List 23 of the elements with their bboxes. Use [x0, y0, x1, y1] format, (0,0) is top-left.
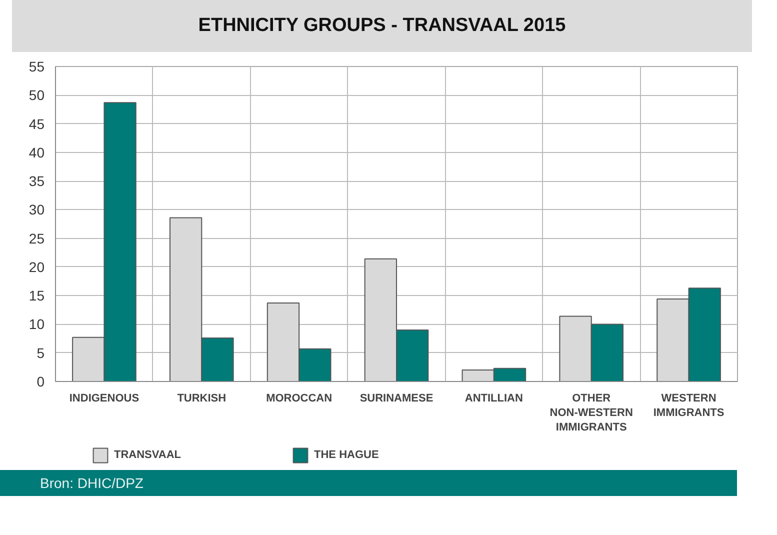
y-tick-label: 55 [28, 58, 45, 74]
y-tick-label: 15 [28, 288, 45, 304]
x-tick-label: SURINAMESE [360, 392, 434, 404]
x-tick-label: MOROCCAN [266, 392, 332, 404]
y-tick-label: 5 [36, 344, 45, 361]
y-tick-label: 35 [28, 173, 45, 190]
y-tick-label: 30 [28, 202, 45, 218]
x-tick-label: INDIGENOUS [69, 392, 140, 404]
x-tick-label: WESTERN IMMIGRANTS [653, 392, 724, 419]
chart-title: ETHNICITY GROUPS - TRANSVAAL 2015 [12, 0, 752, 52]
y-tick-label: 40 [28, 144, 45, 160]
y-tick-label: 45 [28, 116, 45, 132]
y-tick-label: 10 [28, 316, 45, 332]
legend-label: TRANSVAAL [114, 449, 182, 461]
y-tick-label: 20 [28, 258, 45, 275]
y-tick-label: 0 [36, 374, 45, 390]
x-tick-label: OTHER NON-WESTERN IMMIGRANTS [550, 392, 633, 434]
text: Bron: DHIC/DPZ [0, 470, 737, 496]
legend-label: THE HAGUE [314, 449, 379, 461]
x-tick-label: TURKISH [177, 392, 226, 404]
y-tick-label: 25 [28, 230, 45, 246]
y-tick-label: 50 [28, 87, 45, 104]
x-tick-label: ANTILLIAN [464, 392, 524, 404]
